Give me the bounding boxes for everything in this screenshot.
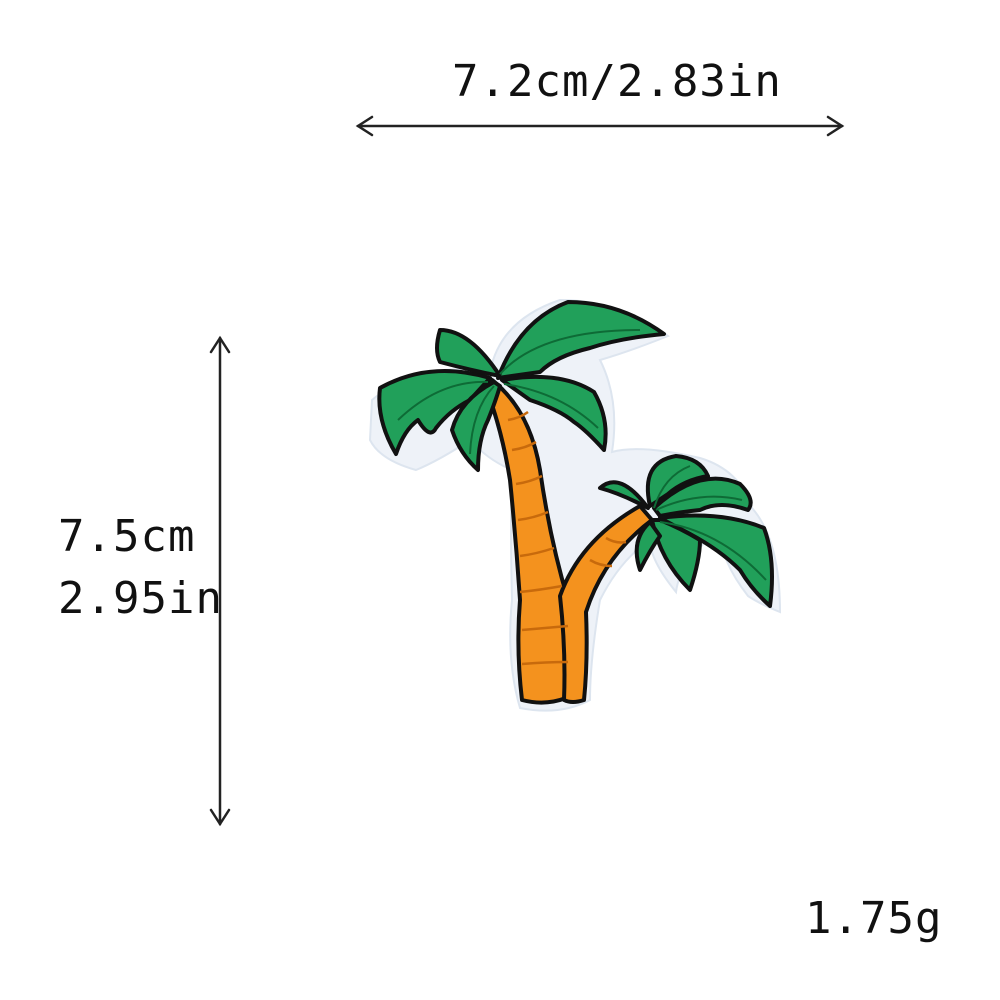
leaf-veins <box>397 329 767 581</box>
width-arrow <box>355 115 845 137</box>
small-leaf-left <box>598 480 650 510</box>
small-leaf-top <box>645 454 710 508</box>
trunk-segments <box>507 410 627 666</box>
leaf-upper-left <box>435 328 502 378</box>
leaf-hanging <box>450 380 502 472</box>
leaf-top <box>496 300 666 380</box>
small-leaf-drop <box>634 520 662 572</box>
leaf-left <box>377 368 492 456</box>
second-trunk <box>558 504 654 704</box>
small-leaf-lower <box>650 518 702 592</box>
big-tree-leaves <box>377 300 666 472</box>
height-arrow <box>209 335 231 827</box>
leaf-right <box>500 374 608 452</box>
weight-label: 1.75g <box>805 893 943 944</box>
height-dimension-in-label: 2.95in <box>58 573 223 624</box>
height-dimension-cm-label: 7.5cm <box>58 511 196 562</box>
small-leaf-lower-right <box>658 513 774 608</box>
width-dimension-label: 7.2cm/2.83in <box>452 56 782 107</box>
small-tree-leaves <box>598 454 774 608</box>
